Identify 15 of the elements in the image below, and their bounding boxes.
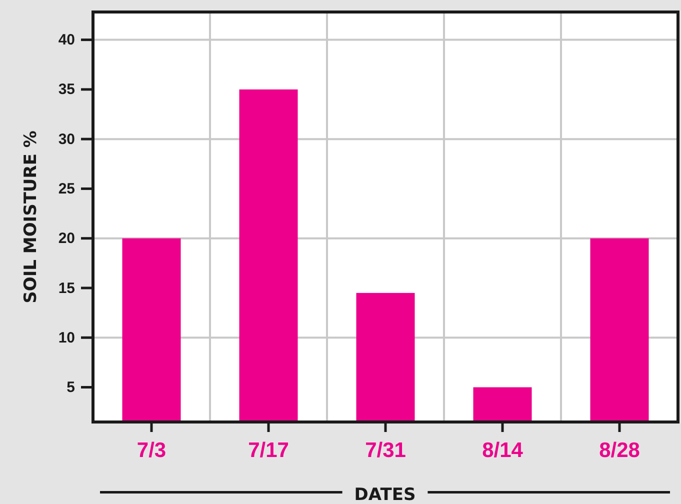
y-tick-label: 10: [58, 329, 75, 346]
y-tick-label: 40: [58, 32, 75, 49]
x-axis-title: DATES: [354, 485, 416, 504]
y-tick-label: 35: [58, 81, 75, 98]
x-tick-label: 8/14: [482, 438, 524, 462]
y-tick-label: 5: [66, 379, 75, 396]
y-tick-label: 25: [58, 180, 75, 198]
y-tick-label: 15: [58, 280, 75, 297]
x-tick-label: 7/31: [365, 438, 406, 462]
y-tick-label: 30: [58, 130, 75, 148]
y-axis-title: SOIL MOISTURE %: [21, 130, 41, 304]
x-tick-label: 7/17: [248, 438, 289, 462]
x-tick-label: 8/28: [599, 438, 640, 462]
y-tick-label: 20: [58, 230, 75, 248]
x-tick-label: 7/3: [136, 438, 166, 462]
